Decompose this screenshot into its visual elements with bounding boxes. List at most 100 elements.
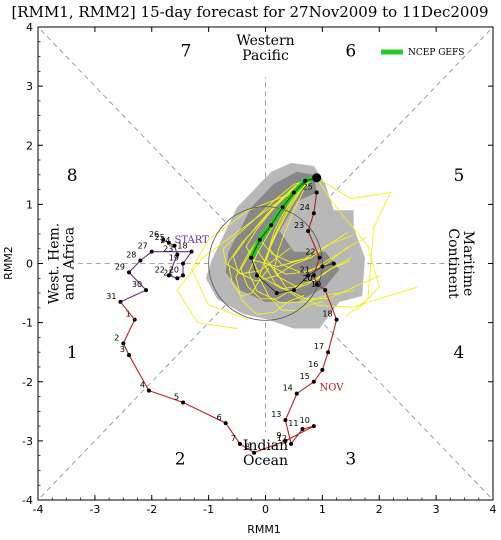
x-tick-label-1: -3: [89, 503, 100, 516]
observed-nov-point-label-15: 15: [300, 372, 310, 381]
observed-nov-point-20: [314, 282, 319, 287]
observed-oct-point-label-22: 22: [155, 265, 165, 274]
observed-nov-point-17: [326, 350, 331, 355]
region-label-line: Western: [236, 33, 294, 49]
legend-label: NCEP GEFS: [408, 48, 464, 58]
observed-oct-point-25: [166, 240, 171, 245]
ensemble-member-5: [227, 177, 315, 297]
observed-oct-point-28: [138, 258, 143, 263]
y-tick-label-7: 3: [26, 80, 33, 93]
observed-nov-point-label-22: 22: [305, 248, 315, 257]
observed-oct-point-label-30: 30: [132, 280, 142, 289]
observed-nov-point-8: [252, 450, 257, 455]
ensemble-mean-point-4: [280, 205, 285, 210]
observed-oct-point-label-27: 27: [138, 242, 148, 251]
observed-oct-point-21: [175, 276, 180, 281]
observed-nov-point-label-25: 25: [303, 183, 313, 192]
observed-nov-point-label-13: 13: [271, 410, 281, 419]
y-axis-label: RMM2: [2, 246, 15, 280]
observed-oct-point-20: [181, 273, 186, 278]
x-tick-label-3: -1: [203, 503, 214, 516]
ensemble-member-excursion-3: [316, 177, 380, 312]
observed-nov-point-label-21: 21: [300, 265, 310, 274]
observed-nov-point-18: [334, 317, 339, 322]
ensemble-member-7: [245, 177, 353, 268]
observed-nov-point-label-1: 1: [126, 310, 131, 319]
ensemble-member-excursion-2: [316, 177, 392, 318]
x-tick-label-8: 4: [490, 503, 497, 516]
observed-oct-point-label-20: 20: [169, 265, 179, 274]
observed-oct-point-label-18: 18: [177, 242, 187, 251]
observed-nov-point-label-8: 8: [245, 443, 250, 452]
observed-nov-point-label-5: 5: [174, 392, 179, 401]
x-tick-label-5: 1: [319, 503, 326, 516]
y-tick-label-1: -3: [22, 435, 33, 448]
ensemble-mean-point-3: [291, 190, 296, 195]
phase-number-5: 5: [453, 166, 464, 186]
phase-number-3: 3: [345, 450, 356, 470]
region-label-line: Pacific: [242, 48, 289, 64]
x-tick-label-0: -4: [33, 503, 44, 516]
observed-oct-point-27: [149, 249, 154, 254]
x-tick-label-4: 0: [262, 503, 269, 516]
observed-nov-point-7: [237, 441, 242, 446]
observed-oct-point-label-24: 24: [160, 236, 170, 245]
observed-nov-point-4: [146, 388, 151, 393]
observed-nov-point-14: [294, 391, 299, 396]
x-tick-label-6: 2: [376, 503, 383, 516]
region-label-line: Ocean: [243, 453, 288, 469]
observed-oct-point-label-23: 23: [163, 245, 173, 254]
observed-nov-point-label-9: 9: [276, 431, 281, 440]
y-tick-label-5: 1: [26, 198, 33, 211]
observed-nov-point-11: [300, 427, 305, 432]
observed-nov-point-15: [311, 379, 316, 384]
region-label-line: West. Hem.: [46, 223, 62, 304]
observed-oct-point-label-29: 29: [115, 262, 125, 271]
observed-nov-point-label-12: 12: [277, 434, 287, 443]
observed-nov-point-2: [121, 341, 126, 346]
y-tick-label-0: -4: [22, 494, 33, 507]
phase-divider-diagonal-0: [305, 26, 494, 222]
ensemble-mean-point-13: [331, 261, 336, 266]
y-tick-label-3: -1: [22, 317, 33, 330]
observed-nov-point-label-17: 17: [314, 342, 324, 351]
observed-oct-point-label-28: 28: [126, 251, 136, 260]
observed-nov-point-label-3: 3: [120, 345, 125, 354]
y-tick-label-6: 2: [26, 139, 33, 152]
phase-number-4: 4: [453, 343, 464, 363]
y-tick-label-2: -2: [22, 376, 33, 389]
observed-nov-point-5: [181, 400, 186, 405]
x-axis-label: RMM1: [247, 523, 281, 536]
chart-title: [RMM1, RMM2] 15-day forecast for 27Nov20…: [11, 3, 488, 21]
phase-divider-diagonal-1: [37, 26, 226, 222]
observed-nov-point-label-6: 6: [217, 413, 222, 422]
observed-nov-point-13: [283, 418, 288, 423]
observed-nov-point-19: [323, 288, 328, 293]
observed-oct-point-label-25: 25: [155, 233, 165, 242]
phase-number-2: 2: [175, 450, 186, 470]
ensemble-member-excursion-1: [176, 177, 317, 329]
region-label-line: Continent: [445, 228, 461, 299]
observed-nov-point-label-11: 11: [288, 419, 298, 428]
observed-nov-point-label-7: 7: [231, 434, 236, 443]
region-label-line: and Africa: [61, 227, 77, 300]
observed-nov-point-label-10: 10: [300, 416, 310, 425]
observed-oct-point-label-21: 21: [163, 268, 173, 277]
forecast-start-marker: [312, 173, 322, 183]
phase-divider-diagonal-3: [305, 305, 494, 501]
phase-number-7: 7: [180, 42, 191, 62]
observed-oct-point-label-19: 19: [169, 254, 179, 263]
observed-oct-point-24: [172, 243, 177, 248]
region-label-line: Indian: [243, 438, 288, 454]
month-label-start: START: [175, 235, 210, 246]
ensemble-mean-point-2: [303, 178, 308, 183]
ensemble-mean-point-9: [274, 291, 279, 296]
x-tick-label-7: 3: [433, 503, 440, 516]
observed-nov-point-24: [311, 211, 316, 216]
observed-nov-point-6: [223, 421, 228, 426]
observed-oct-point-30: [144, 288, 149, 293]
